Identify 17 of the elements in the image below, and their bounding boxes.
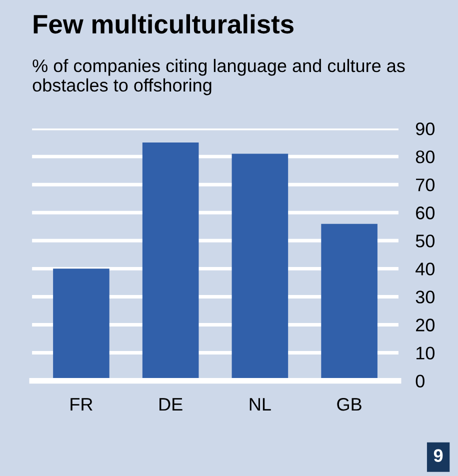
y-tick-label: 10: [416, 346, 435, 360]
y-tick-label: 50: [416, 234, 435, 248]
y-tick-label: 80: [416, 150, 435, 164]
y-tick-label: 30: [416, 290, 435, 304]
y-tick-label: 20: [416, 318, 435, 332]
y-tick-label: 70: [416, 178, 435, 192]
y-tick-label: 90: [416, 122, 435, 136]
x-tick-label: DE: [160, 398, 182, 411]
y-tick-label: 60: [416, 206, 435, 220]
y-tick-label: 40: [416, 262, 435, 276]
chart-subtitle: % of companies citing language and culture as obstacles to offshoring: [32, 58, 405, 96]
chart-title: Few multiculturalists: [34, 14, 294, 34]
x-tick-label: NL: [250, 398, 271, 411]
x-tick-label: FR: [70, 398, 92, 411]
text: 9: [434, 449, 443, 462]
x-tick-label: GB: [337, 398, 362, 411]
y-tick-label: 0: [416, 374, 424, 388]
